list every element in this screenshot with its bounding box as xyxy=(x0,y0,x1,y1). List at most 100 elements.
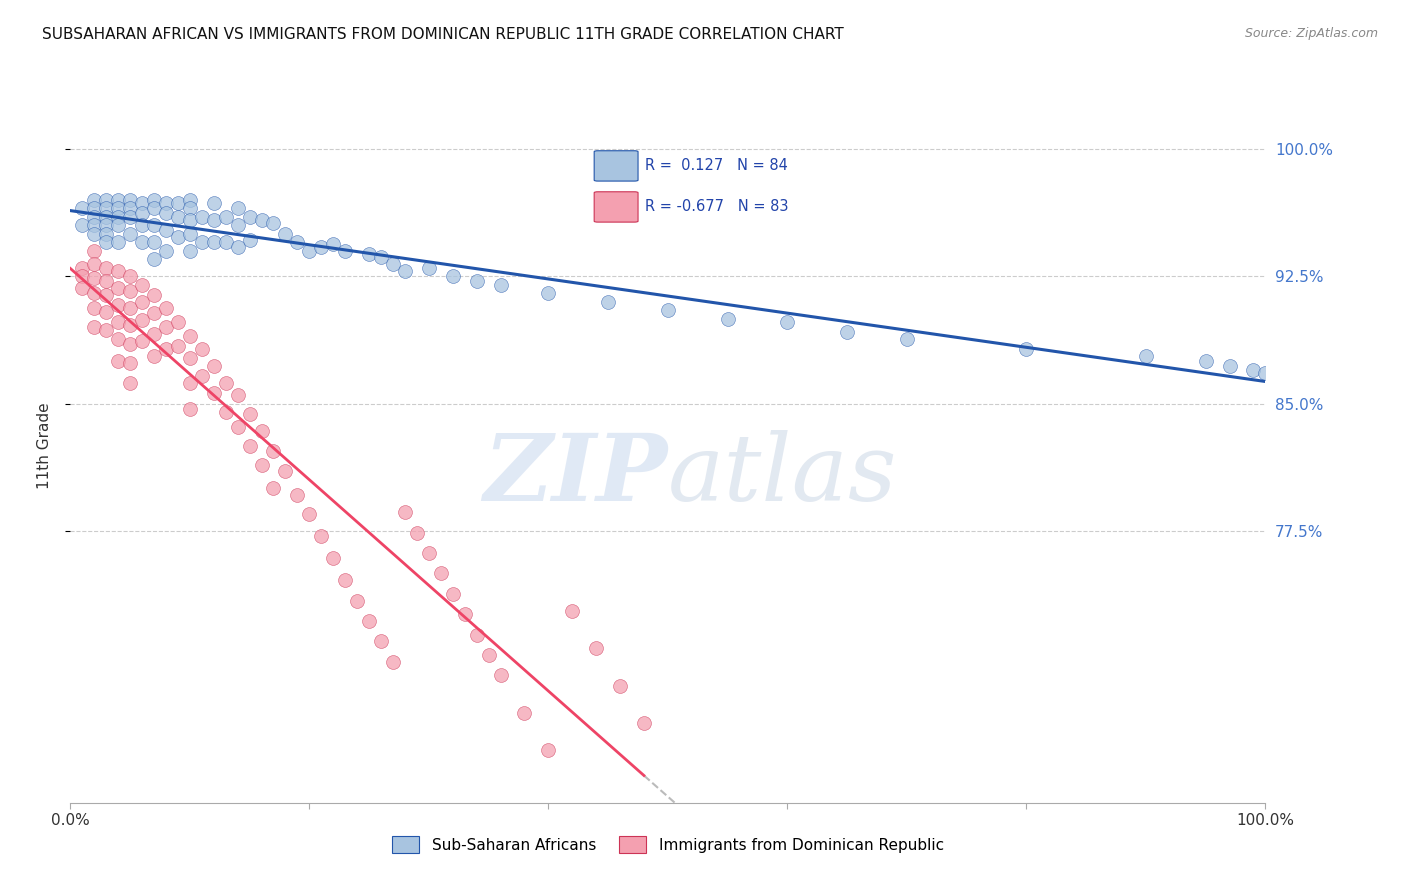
Point xyxy=(322,236,344,251)
Point xyxy=(96,210,117,224)
Point xyxy=(489,277,512,292)
Point xyxy=(309,529,333,543)
Point xyxy=(120,210,141,224)
Point xyxy=(83,301,105,316)
Point xyxy=(143,306,166,320)
Point xyxy=(120,285,141,299)
Point xyxy=(226,218,249,232)
Point xyxy=(120,356,141,370)
Point xyxy=(83,201,105,215)
Point xyxy=(131,206,153,220)
Point xyxy=(465,627,488,641)
Point xyxy=(70,218,93,232)
Point xyxy=(120,193,141,207)
Point xyxy=(465,274,488,288)
Point xyxy=(143,193,166,207)
Point xyxy=(214,376,236,391)
Point xyxy=(131,218,153,232)
Text: R = -0.677   N = 83: R = -0.677 N = 83 xyxy=(645,200,789,214)
Point xyxy=(202,386,225,401)
Point xyxy=(239,407,262,421)
Point xyxy=(513,706,536,720)
Point xyxy=(1218,359,1241,373)
Point xyxy=(83,286,105,301)
Point xyxy=(214,235,236,249)
Point xyxy=(370,634,392,648)
Point xyxy=(430,566,453,581)
Point xyxy=(250,213,273,227)
Point xyxy=(107,235,129,249)
Point xyxy=(155,223,177,237)
Point xyxy=(250,458,273,472)
Point xyxy=(214,405,236,419)
Point xyxy=(202,213,225,227)
Point xyxy=(239,234,262,248)
Point xyxy=(1195,354,1218,368)
Point xyxy=(776,315,799,329)
Point xyxy=(585,641,607,656)
Point xyxy=(143,218,166,232)
Point xyxy=(214,210,236,224)
Point xyxy=(70,281,93,295)
Point xyxy=(478,648,501,662)
Point xyxy=(717,311,740,326)
Legend: Sub-Saharan Africans, Immigrants from Dominican Republic: Sub-Saharan Africans, Immigrants from Do… xyxy=(385,830,950,859)
Point xyxy=(107,201,129,215)
Point xyxy=(657,303,679,318)
Point xyxy=(131,196,153,211)
Point xyxy=(166,196,188,211)
Point xyxy=(96,305,117,319)
Point xyxy=(155,244,177,258)
Point xyxy=(382,257,405,271)
Point xyxy=(274,227,297,241)
Point xyxy=(155,320,177,334)
Point xyxy=(179,376,201,391)
Point xyxy=(70,269,93,284)
Point xyxy=(418,260,440,275)
Point xyxy=(287,488,309,502)
Point xyxy=(239,210,262,224)
Point xyxy=(202,196,225,211)
Point xyxy=(1015,342,1038,356)
Point xyxy=(226,240,249,254)
Point xyxy=(143,349,166,363)
Point xyxy=(382,655,405,669)
Point xyxy=(107,298,129,312)
Point xyxy=(120,318,141,333)
FancyBboxPatch shape xyxy=(595,192,638,222)
Point xyxy=(335,244,357,258)
Point xyxy=(83,193,105,207)
Point xyxy=(143,287,166,301)
Point xyxy=(120,301,141,316)
Point xyxy=(166,230,188,244)
Point xyxy=(394,264,416,278)
Point xyxy=(179,213,201,227)
FancyBboxPatch shape xyxy=(595,151,638,181)
Point xyxy=(166,315,188,329)
Point xyxy=(179,351,201,365)
Point xyxy=(96,218,117,232)
Point xyxy=(226,420,249,434)
Point xyxy=(191,369,214,384)
Point xyxy=(143,201,166,215)
Point xyxy=(394,505,416,519)
Point xyxy=(83,270,105,285)
Point xyxy=(83,227,105,241)
Point xyxy=(250,424,273,438)
Point xyxy=(1243,362,1265,376)
Point xyxy=(131,294,153,309)
Point xyxy=(239,439,262,453)
Point xyxy=(70,201,93,215)
Point xyxy=(406,525,429,540)
Point xyxy=(70,260,93,275)
Point xyxy=(179,193,201,207)
Point xyxy=(359,247,381,261)
Point xyxy=(83,218,105,232)
Point xyxy=(441,269,464,284)
Point xyxy=(131,277,153,292)
Point xyxy=(226,201,249,215)
Point xyxy=(96,235,117,249)
Point xyxy=(120,337,141,351)
Point xyxy=(598,294,620,309)
Point xyxy=(1254,366,1277,380)
